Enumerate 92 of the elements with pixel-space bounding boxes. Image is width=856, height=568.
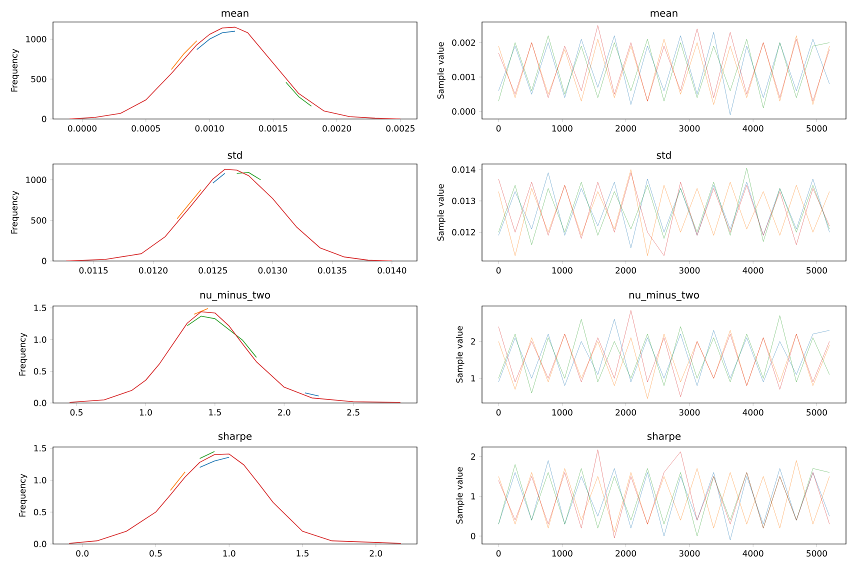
y-tick-label: 1.5 <box>34 445 46 452</box>
x-tick-label: 0.0120 <box>138 267 168 274</box>
y-axis-title: Frequency <box>19 474 28 517</box>
line-series <box>69 26 401 119</box>
x-tick-label: 4000 <box>742 267 764 274</box>
x-tick-label: 0.0125 <box>198 267 227 274</box>
y-tick-label: 1 <box>471 375 476 382</box>
x-tick-label: 0.0015 <box>258 125 288 132</box>
x-tick-label: 0.0135 <box>318 267 346 274</box>
y-axis-title: Frequency <box>11 190 20 234</box>
y-tick-label: 1.5 <box>34 304 46 312</box>
y-tick-label: 1000 <box>26 176 46 184</box>
y-tick-label: 1000 <box>26 36 46 42</box>
x-tick-label: 0.0020 <box>322 125 352 132</box>
y-axis-title: Sample value <box>437 184 446 241</box>
x-tick-label: 2000 <box>616 409 636 416</box>
y-tick-label: 0.5 <box>34 508 46 516</box>
x-tick-label: 5000 <box>806 550 827 557</box>
chart-title: sharpe <box>218 432 252 442</box>
x-tick-label: 0 <box>496 409 501 416</box>
x-tick-label: 2000 <box>616 267 636 274</box>
x-tick-label: 1.0 <box>223 550 236 557</box>
y-tick-label: 2 <box>471 453 475 460</box>
x-tick-label: 3000 <box>679 409 700 416</box>
x-tick-label: 4000 <box>742 409 764 416</box>
x-tick-label: 2.0 <box>278 409 290 416</box>
y-tick-label: 1.0 <box>34 476 46 484</box>
y-tick-label: 0.014 <box>452 166 476 173</box>
y-tick-label: 2 <box>471 338 475 345</box>
x-tick-label: 0.0000 <box>68 125 97 132</box>
line-series <box>66 168 392 262</box>
line-series <box>196 30 236 50</box>
y-tick-label: 0 <box>470 532 476 540</box>
y-axis-title: Sample value <box>437 42 446 99</box>
x-tick-label: 5000 <box>806 125 827 132</box>
x-tick-label: 1.5 <box>296 550 309 556</box>
x-tick-label: 0.0140 <box>378 267 406 274</box>
x-tick-label: 0.5 <box>70 409 83 416</box>
chart-title: mean <box>650 11 678 17</box>
y-tick-label: 500 <box>31 76 46 82</box>
x-tick-label: 3000 <box>679 267 700 274</box>
x-tick-label: 0.0005 <box>132 125 160 132</box>
x-tick-label: 1000 <box>552 125 572 132</box>
x-tick-label: 4000 <box>742 125 764 132</box>
x-tick-label: 0 <box>496 550 501 557</box>
chart-title: mean <box>222 11 248 17</box>
x-tick-label: 0 <box>496 267 501 274</box>
x-tick-label: 2.0 <box>370 550 382 557</box>
y-tick-label: 0.0 <box>34 540 46 548</box>
x-tick-label: 5000 <box>806 267 827 274</box>
x-tick-label: 2000 <box>616 125 636 132</box>
y-tick-label: 0.5 <box>34 368 46 375</box>
x-tick-label: 0.0115 <box>79 267 108 274</box>
x-tick-label: 2000 <box>616 550 636 557</box>
x-tick-label: 4000 <box>742 550 764 557</box>
x-tick-label: 1000 <box>552 267 572 274</box>
x-tick-label: 1.0 <box>140 409 152 416</box>
chart-title: std <box>228 151 242 159</box>
y-tick-label: 0.013 <box>452 198 476 204</box>
y-tick-label: 0.001 <box>452 74 476 80</box>
y-tick-label: 1.0 <box>34 336 46 343</box>
y-tick-label: 0.012 <box>452 229 475 236</box>
x-tick-label: 2.5 <box>347 409 360 416</box>
chart-title: nu_minus_two <box>629 290 699 301</box>
x-tick-label: 1000 <box>552 409 572 416</box>
x-tick-label: 1.5 <box>209 409 221 416</box>
y-axis-title: Frequency <box>19 332 28 376</box>
y-tick-label: 0.0 <box>34 400 46 406</box>
y-axis-title: Frequency <box>11 48 20 92</box>
chart-title: nu_minus_two <box>200 290 270 301</box>
y-axis-title: Sample value <box>456 467 464 524</box>
x-tick-label: 0 <box>496 125 501 132</box>
y-axis-title: Sample value <box>456 326 464 383</box>
y-tick-label: 500 <box>31 217 46 224</box>
x-tick-label: 3000 <box>679 550 700 557</box>
y-tick-label: 0.002 <box>452 39 475 46</box>
chart-title: std <box>656 151 671 159</box>
line-series <box>186 316 257 358</box>
y-tick-label: 0 <box>42 116 46 122</box>
x-tick-label: 1000 <box>552 550 572 557</box>
x-tick-label: 0.0130 <box>258 267 287 274</box>
x-tick-label: 3000 <box>679 125 700 132</box>
y-tick-label: 0.000 <box>452 108 476 115</box>
line-series <box>68 454 402 544</box>
x-tick-label: 5000 <box>806 409 827 416</box>
x-tick-label: 0.0010 <box>195 125 224 132</box>
x-tick-label: 0.0025 <box>386 125 415 132</box>
x-tick-label: 0.5 <box>150 550 162 557</box>
x-tick-label: 0.0 <box>76 550 89 557</box>
chart-title: sharpe <box>647 432 681 442</box>
y-tick-label: 1 <box>471 493 476 500</box>
y-tick-label: 0 <box>42 258 46 264</box>
